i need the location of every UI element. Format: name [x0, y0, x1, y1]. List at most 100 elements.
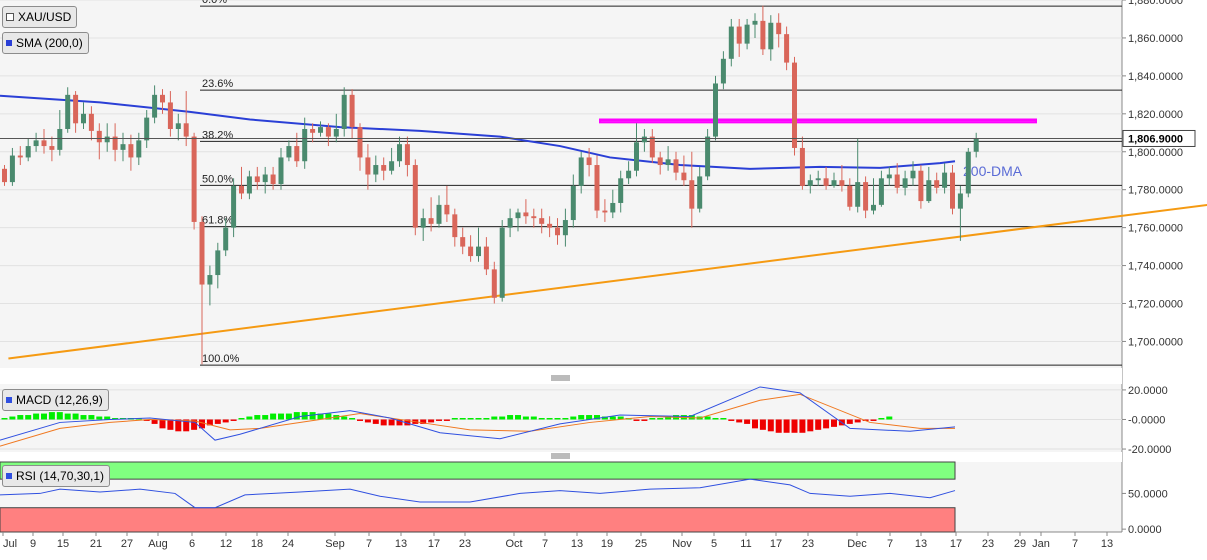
candle-body — [17, 155, 23, 158]
macd-histogram-bar — [530, 416, 537, 420]
rsi-badge[interactable]: RSI (14,70,30,1) — [2, 465, 111, 487]
candle — [555, 218, 560, 245]
macd-histogram-bar — [878, 418, 885, 420]
candle — [476, 227, 481, 262]
rsi-tick-label: 0.0000 — [1128, 524, 1162, 536]
date-tick-label: 7 — [366, 538, 372, 550]
candle-body — [104, 136, 110, 143]
macd-histogram-bar — [72, 413, 79, 420]
candle-body — [610, 202, 616, 213]
candle-body — [270, 174, 276, 184]
date-tick-label: 13 — [395, 538, 407, 550]
candle-body — [823, 178, 829, 186]
candle — [333, 113, 339, 143]
macd-histogram-bar — [459, 418, 466, 420]
fib-label: 38.2% — [202, 129, 233, 141]
resize-handle-1[interactable] — [551, 375, 570, 381]
date-tick-label: 17 — [950, 538, 962, 550]
candle — [349, 89, 355, 139]
candle-body — [128, 144, 134, 158]
symbol-badge[interactable]: XAU/USD — [2, 6, 78, 28]
candle — [223, 218, 229, 257]
macd-histogram-bar — [317, 413, 324, 420]
macd-histogram-bar — [96, 416, 103, 420]
macd-histogram-bar — [783, 419, 790, 433]
candle-body — [25, 146, 31, 158]
fib-label: 0.0% — [202, 0, 227, 6]
macd-badge[interactable]: MACD (12,26,9) — [2, 389, 109, 411]
candle-body — [855, 182, 861, 207]
candle-body — [452, 214, 458, 238]
candle-body — [310, 128, 316, 133]
candle — [942, 163, 948, 194]
candle — [531, 208, 537, 228]
sma-badge[interactable]: SMA (200,0) — [2, 32, 89, 54]
macd-histogram-bar — [112, 418, 119, 420]
candle-body — [957, 193, 963, 209]
candle — [705, 128, 711, 181]
macd-histogram-bar — [641, 419, 648, 421]
candle — [215, 242, 221, 289]
candle-body — [302, 128, 308, 162]
candle-body — [649, 136, 655, 158]
macd-histogram-bar — [404, 419, 411, 426]
candle-body — [539, 218, 545, 224]
candle-body — [57, 128, 63, 150]
divider-2[interactable] — [0, 452, 1122, 462]
candle-body — [160, 94, 165, 103]
rsi-overbought-zone — [0, 461, 956, 480]
candle-body — [657, 157, 663, 166]
candle-body — [784, 34, 790, 63]
candle-body — [468, 246, 474, 257]
candle — [902, 170, 908, 196]
macd-histogram-bar — [736, 419, 743, 423]
candle — [673, 151, 679, 181]
date-tick-label: 29 — [1014, 538, 1026, 550]
candle-body — [389, 161, 395, 171]
macd-histogram-bar — [175, 419, 182, 432]
macd-color-swatch — [6, 397, 12, 403]
candle — [634, 123, 639, 177]
candle-body — [594, 165, 600, 211]
candle-body — [847, 185, 853, 207]
candle-body — [792, 62, 797, 148]
candle — [341, 87, 347, 137]
candle-body — [175, 123, 181, 129]
macd-tick-label: 20.0000 — [1128, 385, 1168, 397]
candle — [776, 13, 782, 48]
sma-label: SMA (200,0) — [16, 36, 83, 50]
date-tick-label: 7 — [1072, 538, 1078, 550]
candle-body — [397, 144, 402, 162]
macd-histogram-bar — [728, 419, 735, 421]
candle-body — [65, 94, 71, 129]
macd-histogram-bar — [396, 419, 403, 426]
candle — [831, 172, 837, 188]
macd-histogram-bar — [578, 415, 585, 420]
candle — [855, 138, 861, 213]
candle — [697, 166, 703, 213]
date-tick-label: 7 — [542, 538, 548, 550]
date-tick-label: 17 — [428, 538, 440, 550]
resize-handle-2[interactable] — [551, 453, 570, 459]
date-tick-label: 18 — [251, 538, 263, 550]
macd-histogram-bar — [712, 418, 719, 420]
candle-body — [365, 157, 371, 175]
candle — [594, 155, 600, 219]
candle — [183, 91, 189, 147]
macd-histogram-bar — [491, 416, 498, 420]
date-tick-label: Jul — [3, 538, 17, 550]
macd-histogram-bar — [1, 418, 8, 420]
macd-histogram-bar — [522, 416, 529, 420]
candle-body — [9, 155, 15, 183]
candle-body — [523, 212, 529, 217]
date-tick-label: 12 — [220, 538, 232, 550]
candle — [934, 172, 940, 194]
macd-histogram-bar — [33, 413, 40, 420]
macd-histogram-bar — [309, 412, 316, 420]
macd-histogram-bar — [846, 419, 853, 424]
macd-histogram-bar — [104, 416, 111, 420]
candle — [792, 56, 797, 156]
fib-label: 100.0% — [202, 353, 240, 365]
